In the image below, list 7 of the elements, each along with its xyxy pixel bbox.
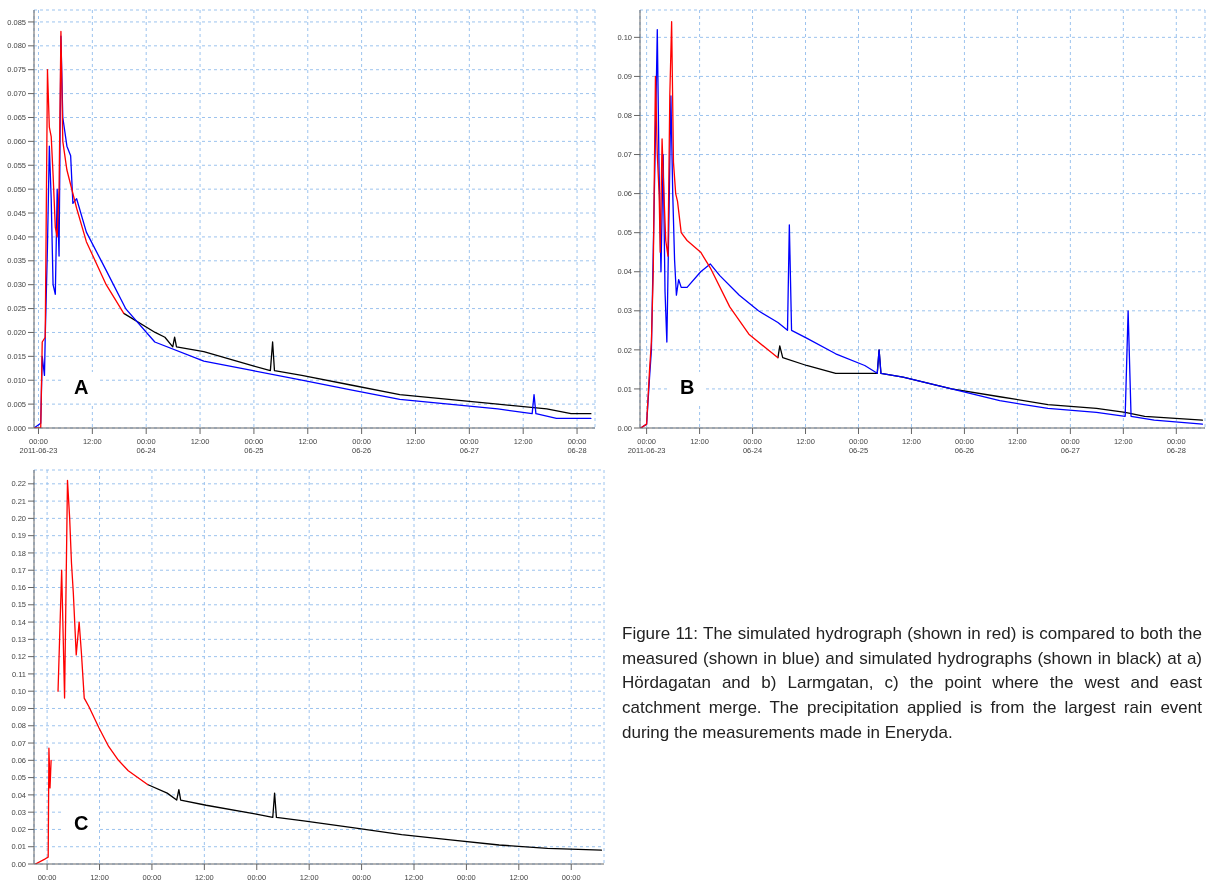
annotation: B bbox=[670, 372, 705, 403]
line-series bbox=[640, 21, 779, 428]
caption: Figure 11: The simulated hydrograph (shown in red) is compared to both the measured (shown in blue) and simulated hydrographs (shown in black) at a) Hördagatan and b) Larmgatan, c) the point where the west and east catchment merge. The precipitation applied is from the largest rain event during the measurements made in Eneryda. bbox=[622, 623, 1202, 744]
line-series bbox=[123, 312, 592, 415]
annotation: C bbox=[64, 808, 99, 839]
annotation: A bbox=[64, 372, 99, 403]
line-series bbox=[146, 783, 603, 851]
